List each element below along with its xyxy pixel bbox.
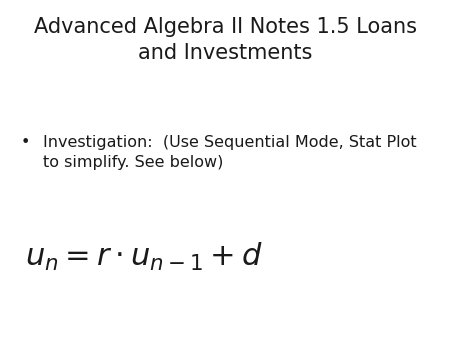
Text: $u_n = r \cdot u_{n-1} + d$: $u_n = r \cdot u_{n-1} + d$ — [25, 241, 263, 273]
Text: Advanced Algebra II Notes 1.5 Loans
and Investments: Advanced Algebra II Notes 1.5 Loans and … — [33, 17, 417, 63]
Text: •: • — [20, 135, 30, 150]
Text: Investigation:  (Use Sequential Mode, Stat Plot
to simplify. See below): Investigation: (Use Sequential Mode, Sta… — [43, 135, 416, 170]
